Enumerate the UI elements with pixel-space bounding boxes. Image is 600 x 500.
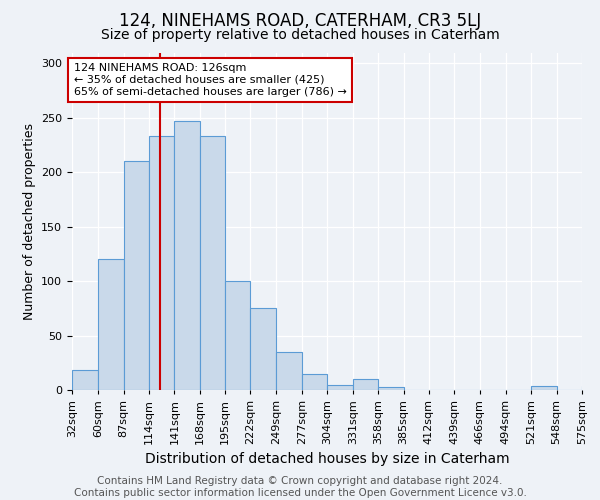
Bar bbox=[353, 379, 378, 390]
Text: Contains HM Land Registry data © Crown copyright and database right 2024.
Contai: Contains HM Land Registry data © Crown c… bbox=[74, 476, 526, 498]
Bar bbox=[582, 386, 600, 390]
Bar bbox=[328, 384, 353, 390]
Bar bbox=[200, 136, 225, 390]
Bar bbox=[72, 370, 98, 390]
Bar bbox=[98, 260, 124, 390]
Text: 124, NINEHAMS ROAD, CATERHAM, CR3 5LJ: 124, NINEHAMS ROAD, CATERHAM, CR3 5LJ bbox=[119, 12, 481, 30]
Bar bbox=[124, 162, 149, 390]
Text: Size of property relative to detached houses in Caterham: Size of property relative to detached ho… bbox=[101, 28, 499, 42]
Bar bbox=[378, 386, 404, 390]
Bar bbox=[531, 386, 557, 390]
Text: 124 NINEHAMS ROAD: 126sqm
← 35% of detached houses are smaller (425)
65% of semi: 124 NINEHAMS ROAD: 126sqm ← 35% of detac… bbox=[74, 64, 347, 96]
Bar bbox=[175, 121, 200, 390]
Bar bbox=[149, 136, 175, 390]
Bar bbox=[302, 374, 328, 390]
Bar bbox=[276, 352, 302, 390]
Bar bbox=[250, 308, 276, 390]
Bar bbox=[225, 281, 250, 390]
Y-axis label: Number of detached properties: Number of detached properties bbox=[23, 122, 35, 320]
X-axis label: Distribution of detached houses by size in Caterham: Distribution of detached houses by size … bbox=[145, 452, 509, 466]
